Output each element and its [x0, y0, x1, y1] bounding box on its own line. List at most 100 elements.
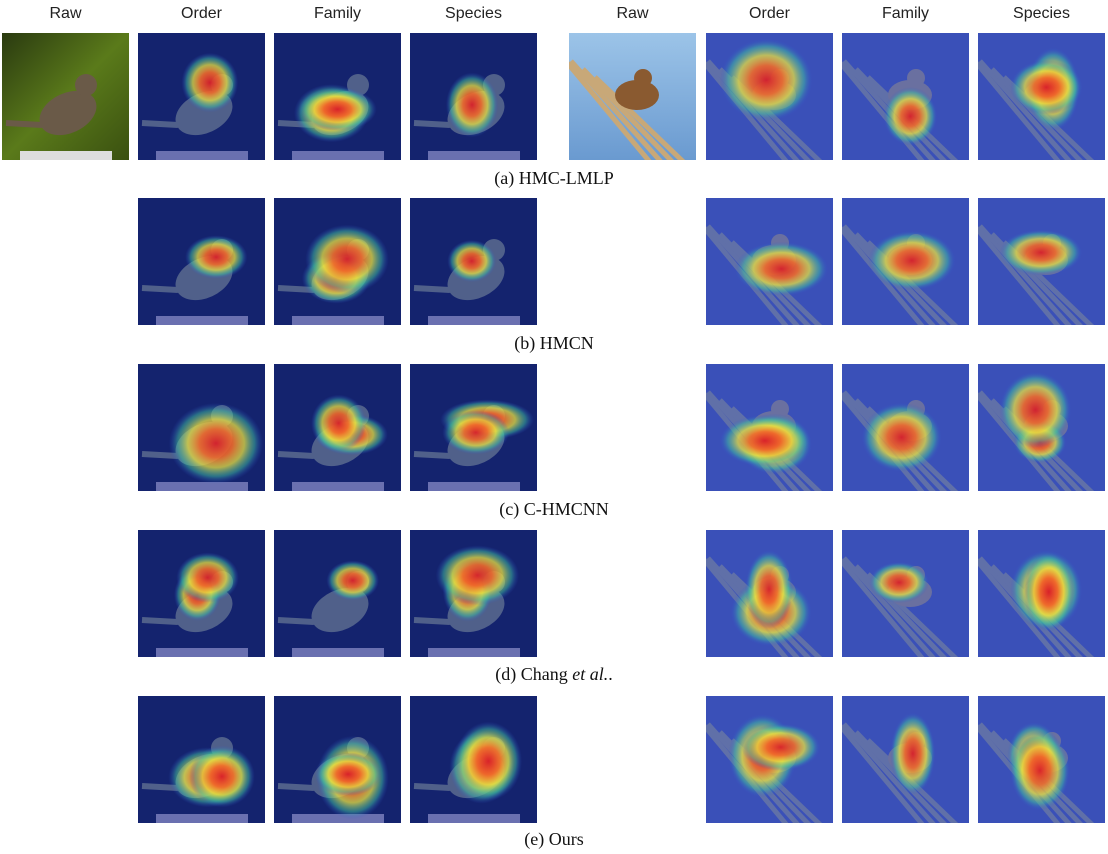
tail: [277, 617, 315, 625]
heatmap-tile: [274, 33, 401, 160]
heat-blob: [999, 371, 1072, 449]
tile-content: [274, 696, 401, 823]
tile-content: [978, 33, 1105, 160]
heatmap-tile: [706, 33, 833, 160]
heat-blob: [181, 52, 239, 113]
tile-content: [978, 530, 1105, 657]
branch: [593, 75, 686, 160]
heatmap-tile: [410, 530, 537, 657]
column-header: Family: [882, 5, 929, 22]
column-header: Order: [749, 5, 791, 22]
heatmap-tile: [274, 198, 401, 325]
tile-content: [842, 530, 969, 657]
perch: [428, 151, 520, 160]
tail: [413, 451, 451, 459]
heat-blob: [447, 239, 497, 283]
column-header: Raw: [49, 5, 81, 22]
tile-content: [274, 33, 401, 160]
branch: [842, 61, 925, 160]
heatmap-tile: [706, 696, 833, 823]
heat-blob: [298, 87, 377, 131]
branch: [978, 59, 1072, 160]
tail: [141, 120, 179, 128]
heat-blob: [861, 402, 942, 472]
tile-content: [138, 33, 265, 160]
heatmap-tile: [706, 364, 833, 491]
caption: (d) Chang et al..: [495, 664, 612, 685]
heat-blob: [868, 230, 956, 291]
tail: [141, 617, 179, 625]
heat-blob: [442, 410, 510, 455]
bird-head: [75, 74, 97, 96]
tile-content: [138, 364, 265, 491]
perch: [156, 648, 248, 657]
branch: [842, 724, 925, 823]
branch: [978, 224, 1072, 325]
perch: [292, 648, 384, 657]
heat-blob: [734, 241, 829, 297]
raw-image: [569, 33, 696, 160]
tile-content: [138, 198, 265, 325]
branch: [569, 61, 652, 160]
heat-blob: [1023, 552, 1074, 632]
perch: [20, 151, 112, 160]
heatmap-tile: [410, 364, 537, 491]
perch: [156, 814, 248, 823]
heat-blob: [869, 561, 929, 604]
tail: [141, 285, 179, 293]
caption-italic: et al.: [572, 664, 608, 684]
branch: [842, 556, 936, 657]
tile-content: [706, 696, 833, 823]
heat-blob: [189, 745, 255, 808]
caption-suffix: .: [608, 664, 613, 684]
heat-blob: [454, 721, 523, 801]
heat-blob: [326, 560, 379, 601]
tile-content: [274, 530, 401, 657]
heat-blob: [719, 414, 811, 467]
heatmap-tile: [842, 198, 969, 325]
heat-blob: [305, 224, 389, 294]
perch: [292, 151, 384, 160]
tile-content: [410, 33, 537, 160]
heat-blob: [1010, 60, 1083, 115]
perch: [428, 648, 520, 657]
tile-content: [706, 530, 833, 657]
tail: [413, 285, 451, 293]
heatmap-tile: [274, 364, 401, 491]
heat-blob: [314, 752, 382, 796]
heat-blob: [435, 545, 520, 606]
heat-blob: [719, 38, 813, 122]
tile-content: [706, 33, 833, 160]
tile-content: [842, 364, 969, 491]
branch: [842, 722, 936, 823]
tile-content: [274, 364, 401, 491]
caption-text: (b) HMCN: [514, 333, 594, 354]
tile-content: [410, 198, 537, 325]
tile-content: [978, 198, 1105, 325]
heatmap-tile: [842, 364, 969, 491]
heatmap-tile: [138, 530, 265, 657]
perch: [428, 482, 520, 491]
branch: [978, 61, 1061, 160]
perch: [156, 482, 248, 491]
caption: (b) HMCN: [514, 333, 594, 354]
column-header: Species: [445, 5, 502, 22]
tile-content: [978, 364, 1105, 491]
tile-content: [706, 364, 833, 491]
bird-head: [907, 69, 925, 87]
heatmap-tile: [978, 198, 1105, 325]
tile-content: [410, 530, 537, 657]
bird-head: [771, 400, 789, 418]
tail: [413, 783, 451, 791]
perch: [156, 151, 248, 160]
tile-content: [706, 198, 833, 325]
heatmap-tile: [842, 530, 969, 657]
heat-blob: [741, 723, 821, 771]
tail: [413, 617, 451, 625]
column-header: Species: [1013, 5, 1070, 22]
column-header: Order: [181, 5, 223, 22]
perch: [156, 316, 248, 325]
heatmap-tile: [410, 198, 537, 325]
branch: [569, 59, 663, 160]
